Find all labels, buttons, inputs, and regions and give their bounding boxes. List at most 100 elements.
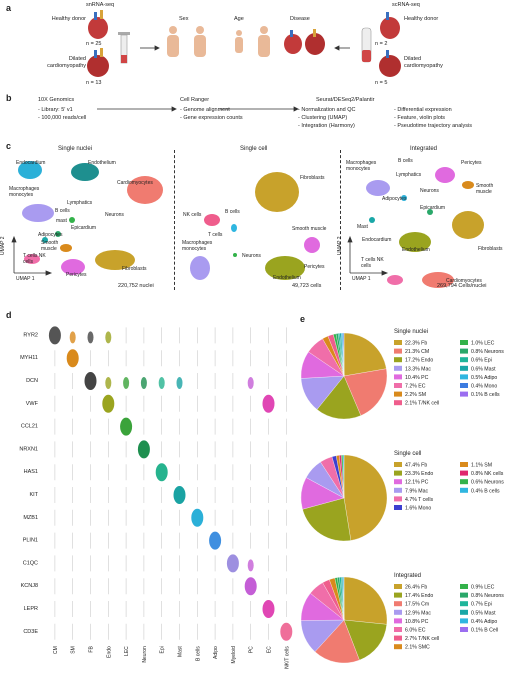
legend-label: 6.0% EC (405, 628, 426, 634)
violin-mark (226, 554, 239, 573)
legend-label: 0.4% Adipo (471, 619, 497, 625)
legend-label: 0.6% Mast (471, 366, 496, 372)
legend-swatch (460, 365, 468, 371)
umap-axis-x: UMAP 1 (352, 276, 371, 282)
cell-type-label: B cells (195, 646, 201, 661)
b-col2-title: Cell Ranger (180, 97, 210, 103)
umap-title-integrated: Integrated (410, 146, 438, 152)
n-healthy-right: n = 2 (375, 41, 388, 47)
pie-slice (343, 619, 387, 661)
cell-type-label: Neuron (142, 646, 148, 663)
gene-label: LEPR (24, 606, 38, 612)
umap-label: Endothelium (273, 275, 301, 281)
legend-swatch (460, 609, 468, 615)
legend-label: 2.1% T/NK cell (405, 401, 439, 407)
healthy-donor-right: Healthy donor (404, 16, 439, 22)
legend-label: 12.9% Mac (405, 610, 431, 616)
healthy-donor-left: Healthy donor (51, 16, 86, 22)
umap-label: T cells NK cells (361, 257, 384, 269)
scrna-title: scRNA-seq (392, 2, 420, 8)
legend-swatch (460, 618, 468, 624)
umap-single-nuclei (18, 161, 163, 275)
umap-label: mast (56, 218, 67, 224)
heart-icon (379, 50, 401, 77)
legend-swatch (394, 618, 402, 624)
legend-swatch (394, 584, 402, 589)
umap-axis-x: UMAP 1 (16, 276, 35, 282)
disease-heart-icon (284, 29, 325, 55)
pie-slice (343, 454, 388, 541)
legend-swatch (394, 365, 402, 371)
legend-swatch (394, 400, 402, 406)
cell-type-label: Myeloid (231, 646, 237, 663)
violin-mark (158, 377, 165, 389)
gene-label: KIT (29, 492, 38, 498)
gene-label: CD3E (23, 629, 38, 635)
legend-swatch (460, 584, 468, 589)
umap-label: Pericytes (304, 264, 325, 270)
panel-label-a: a (6, 3, 12, 13)
violin-mark (262, 600, 275, 618)
violin-mark (176, 377, 183, 389)
violin-mark (123, 377, 130, 389)
panel-label-b: b (6, 93, 12, 103)
legend-label: 0.1% B Cell (471, 628, 498, 634)
legend-label: 2.1% SMC (405, 645, 430, 651)
legend-label: 21.3% CM (405, 349, 429, 355)
legend-label: 22.3% Fb (405, 341, 427, 347)
heart-icon (88, 10, 108, 39)
legend-swatch (394, 391, 402, 397)
legend-swatch (394, 357, 402, 363)
umap-label: Neurons (105, 212, 124, 218)
pie-title: Single cell (394, 451, 421, 457)
umap-axes (11, 235, 389, 276)
umap-label: B cells (398, 158, 413, 164)
umap-plots (11, 161, 484, 288)
legend-swatch (394, 496, 402, 502)
cell-type-label: PC (249, 646, 255, 653)
violin-mark (244, 577, 257, 596)
umap-label: Cardiomyocytes (117, 180, 153, 186)
n-healthy-left: n = 25 (86, 41, 102, 47)
legend-swatch (460, 340, 468, 345)
umap-axis-y: UMAP 2 (0, 236, 6, 255)
violin-mark (155, 463, 168, 482)
gene-label: MYH11 (20, 355, 38, 361)
legend-label: 26.4% Fb (405, 585, 427, 591)
cell-type-label: Endo (106, 646, 112, 658)
umap-label: Neurons (420, 188, 439, 194)
legend-swatch (394, 487, 402, 493)
umap-title-single-nuclei: Single nuclei (58, 146, 93, 152)
umap-label: B cells (55, 208, 70, 214)
pie-slice (314, 619, 360, 664)
heart-icon (380, 12, 400, 39)
gene-label: CCL21 (21, 424, 38, 430)
umap-label: Macrophages monocytes (182, 240, 213, 252)
cell-type-label: SM (71, 646, 77, 654)
violin-mark (262, 394, 275, 413)
legend-swatch (460, 601, 468, 607)
heart-icon (87, 48, 109, 77)
gene-label: RYR2 (23, 332, 38, 338)
umap-single-cell (190, 172, 320, 280)
legend-swatch (460, 592, 468, 598)
legend-label: 0.1% B cells (471, 392, 500, 398)
test-tube-icon (118, 32, 130, 64)
b-col3-title: Seurat/DESeq2/Palantir (316, 97, 375, 103)
b-col2-item: - Gene expression counts (180, 115, 243, 121)
n-dcm-left: n = 13 (86, 80, 102, 86)
b-col1-title: 10X Genomics (38, 97, 75, 103)
cell-type-label: Mast (178, 646, 184, 657)
legend-label: 0.8% NK cells (471, 471, 504, 477)
pie-slice (343, 332, 387, 377)
violin-plot: RYR2 MYH11 DCN VWF CCL21 NRXN1 HAS1 KIT MZB1 PLIN… (19, 326, 293, 669)
umap-label: Fibroblasts (122, 266, 147, 272)
b-col1-item: - Library: 5′ v1 (38, 107, 73, 113)
b-col4-item: - Pseudotime trajectory analysis (394, 123, 472, 129)
legend-swatch (394, 470, 402, 476)
legend-label: 0.7% Epi (471, 602, 492, 608)
n-dcm-right: n = 5 (375, 80, 388, 86)
violin-mark (209, 531, 222, 550)
umap-label: Macrophages monocytes (346, 160, 377, 172)
b-col2-item: - Genome alignment (180, 107, 230, 113)
